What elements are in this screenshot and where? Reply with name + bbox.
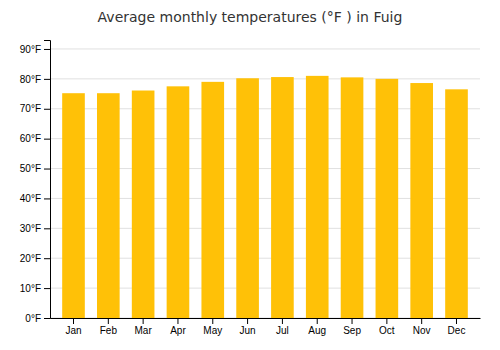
y-tick-mark [44,288,50,289]
x-tick-mark [108,318,109,324]
x-tick-mark [352,318,353,324]
x-tick-mark [421,318,422,324]
x-tick: Aug [308,318,326,336]
x-tick: Dec [448,318,466,336]
bar [306,76,329,318]
y-tick-mark [44,79,50,80]
x-tick-label: Oct [379,325,395,336]
bar [132,91,155,318]
bar [410,83,433,318]
title: Average monthly temperatures (°F ) in Fu… [98,9,403,25]
bar [167,86,190,318]
y-tick-mark [44,109,50,110]
x-tick-label: Sep [343,325,361,336]
y-tick: 80°F [20,74,50,85]
x-tick-label: Dec [448,325,466,336]
bar [445,89,468,318]
y-tick-label: 70°F [20,103,41,114]
x-tick-mark [143,318,144,324]
y-tick-label: 60°F [20,133,41,144]
x-tick-label: Jul [276,325,289,336]
bar [62,93,85,318]
x-tick: Nov [413,318,431,336]
y-axis-line [44,41,51,319]
x-tick-mark [212,318,213,324]
x-tick-mark [317,318,318,324]
y-tick: 30°F [20,223,50,234]
x-tick: Jan [65,318,81,336]
y-tick: 20°F [20,253,50,264]
y-tick-label: 80°F [20,74,41,85]
x-axis: Jan Feb Mar Apr May Jun Jul Aug Sep Oct Nov Dec [51,318,481,336]
y-tick-label: 50°F [20,163,41,174]
grid-line [50,48,480,49]
y-tick-label: 0°F [25,313,41,324]
x-tick-mark [386,318,387,324]
x-tick: Jun [240,318,256,336]
y-tick: 50°F [20,163,50,174]
y-tick-mark [44,139,50,140]
y-tick-mark [44,258,50,259]
x-tick: Jul [276,318,289,336]
y-tick-label: 10°F [20,283,41,294]
x-tick-mark [247,318,248,324]
bars [62,76,468,318]
x-tick-label: Apr [170,325,186,336]
x-tick-mark [282,318,283,324]
y-tick: 10°F [20,283,50,294]
x-tick: Feb [100,318,118,336]
y-tick-mark [44,198,50,199]
grid [50,49,480,318]
x-tick-mark [73,318,74,324]
grid-line [50,78,480,79]
y-tick: 90°F [20,44,50,55]
x-tick-label: Jun [240,325,256,336]
y-tick-mark [44,228,50,229]
bar [201,82,224,318]
x-tick-label: May [203,325,222,336]
y-tick: 0°F [25,313,50,324]
x-tick-label: Feb [100,325,118,336]
y-tick: 70°F [20,103,50,114]
y-tick-mark [44,169,50,170]
plot: 0°F 10°F 20°F 30°F 40°F 50°F 60°F 70°F 80°F 90°F J… [20,41,481,337]
x-tick: Apr [170,318,186,336]
bar [341,77,364,318]
x-tick-mark [456,318,457,324]
y-tick-label: 40°F [20,193,41,204]
bar [236,78,259,318]
x-tick: Mar [135,318,153,336]
x-axis-line [51,318,481,319]
x-tick-label: Mar [135,325,153,336]
x-tick-label: Nov [413,325,431,336]
y-tick: 40°F [20,193,50,204]
y-tick-mark [44,318,50,319]
x-tick-label: Aug [308,325,326,336]
y-tick-label: 20°F [20,253,41,264]
x-tick: Oct [379,318,395,336]
x-tick-mark [177,318,178,324]
x-tick: Sep [343,318,361,336]
y-tick-label: 30°F [20,223,41,234]
x-tick-label: Jan [65,325,81,336]
bar [97,93,120,318]
y-tick-mark [44,49,50,50]
chart: 0°F 10°F 20°F 30°F 40°F 50°F 60°F 70°F 80°F 90°F J… [0,0,500,350]
bar [271,77,294,318]
y-tick: 60°F [20,133,50,144]
y-axis: 0°F 10°F 20°F 30°F 40°F 50°F 60°F 70°F 80°F 90°F [20,41,51,324]
bar [376,79,399,318]
x-tick: May [203,318,222,336]
y-tick-label: 90°F [20,44,41,55]
